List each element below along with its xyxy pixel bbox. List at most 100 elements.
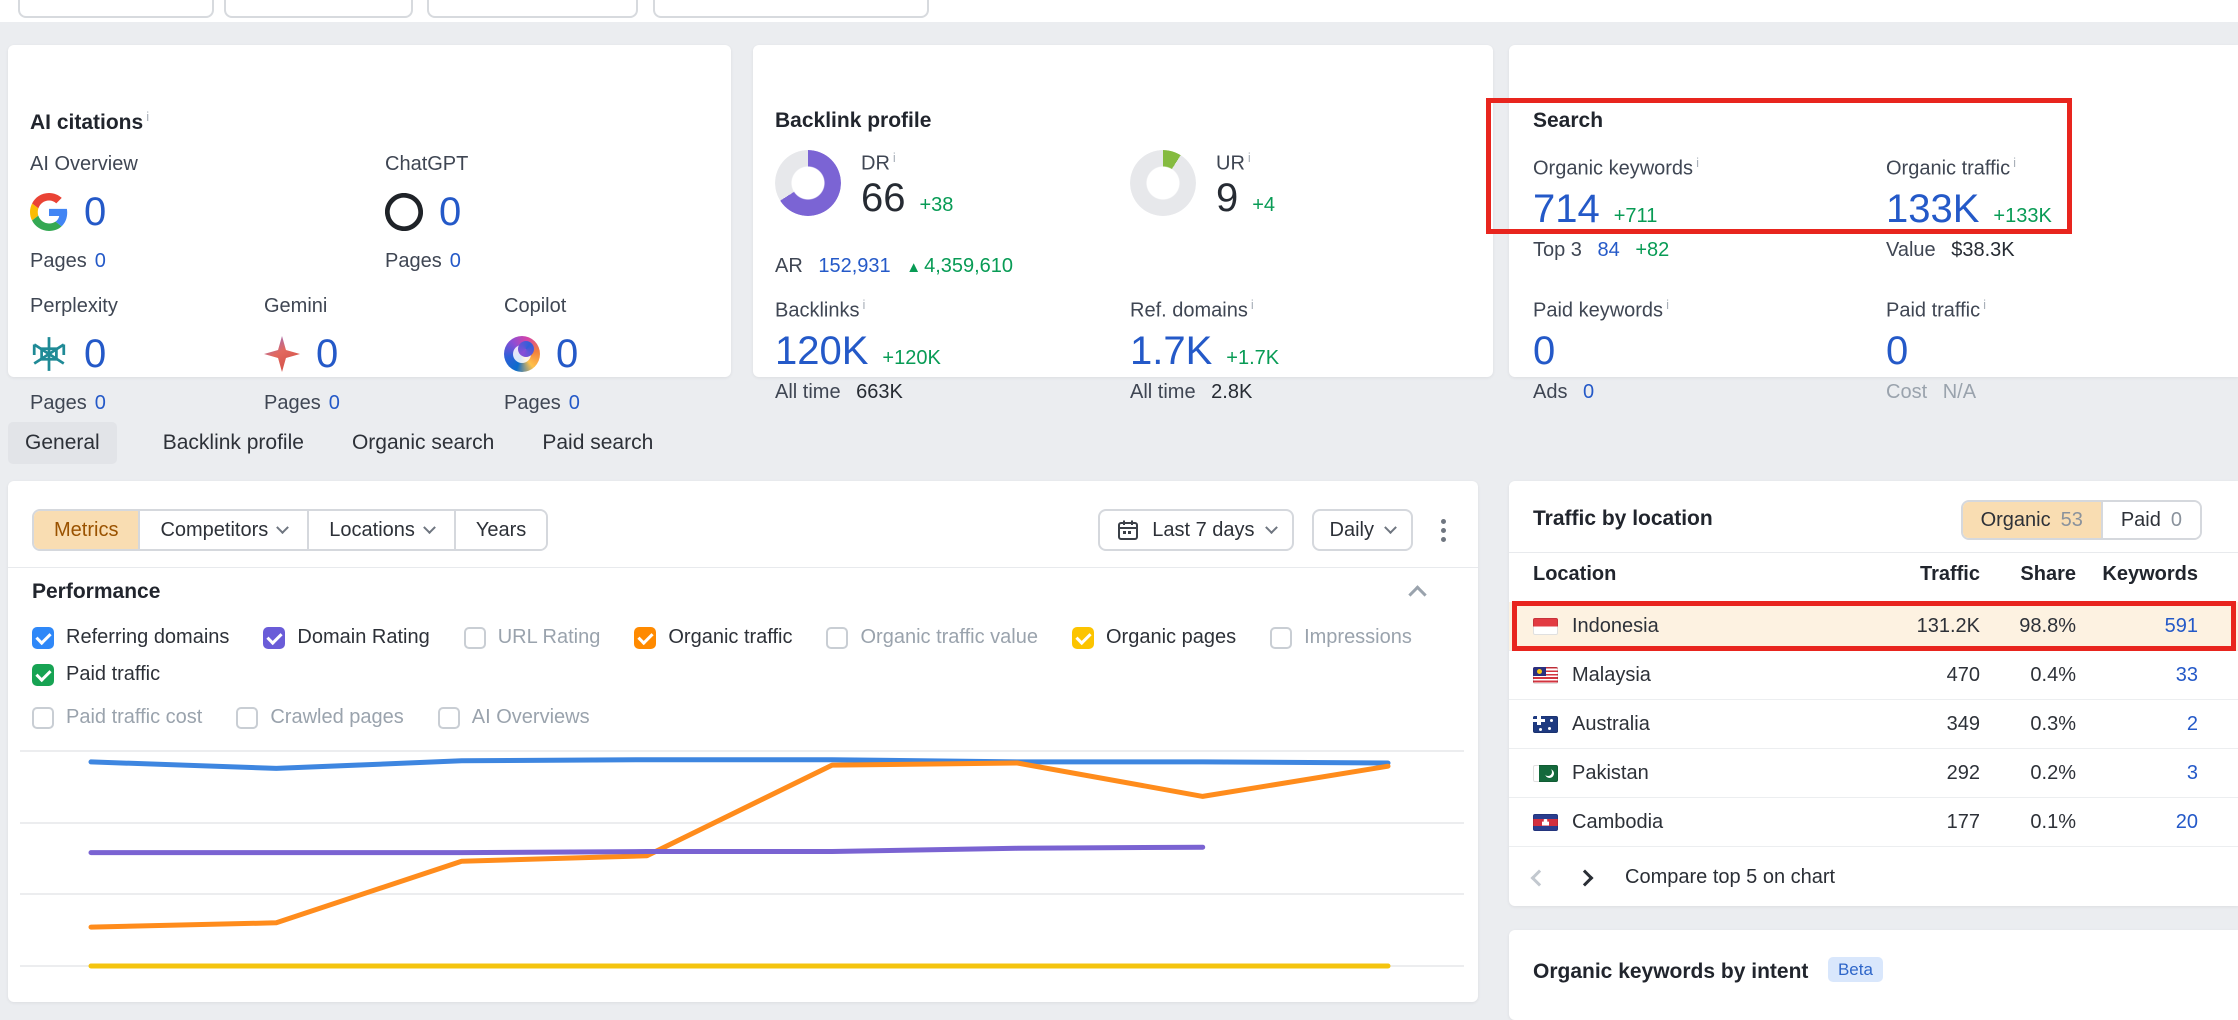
info-icon[interactable]	[1248, 150, 1251, 165]
pages-count-link[interactable]: 0	[94, 250, 106, 272]
metric-checkbox-referring-domains[interactable]: Referring domains	[32, 626, 229, 649]
metric-checkbox-paid-traffic[interactable]: Paid traffic	[32, 663, 160, 686]
tab-general[interactable]: General	[8, 422, 117, 464]
location-keywords-link[interactable]: 33	[2175, 663, 2198, 686]
toggle-organic[interactable]: Organic 53	[1962, 502, 2101, 538]
location-traffic: 131.2K	[1916, 614, 1980, 637]
ai-engines-row-2: Perplexity 0 Pages 0 Gemini 0 Pages 0 Copilo…	[30, 295, 721, 415]
info-icon[interactable]	[862, 297, 865, 312]
info-icon[interactable]	[2013, 155, 2016, 170]
location-share: 0.1%	[2030, 810, 2076, 833]
chatgpt-icon	[385, 193, 423, 231]
location-traffic: 292	[1946, 761, 1980, 784]
engine-citations-link[interactable]: 0	[84, 190, 107, 234]
checkbox-icon	[236, 706, 259, 729]
engine-citations-link[interactable]: 0	[316, 332, 339, 376]
location-share: 98.8%	[2019, 614, 2076, 637]
top3-value-link[interactable]: 84	[1597, 238, 1620, 261]
paid-traffic-block: Paid traffic 0 Cost N/A	[1886, 297, 1986, 404]
location-row-australia[interactable]: Australia 349 0.3% 2	[1509, 700, 2238, 749]
metric-checkbox-url-rating[interactable]: URL Rating	[463, 626, 600, 649]
metric-checkbox-domain-rating[interactable]: Domain Rating	[263, 626, 430, 649]
toggle-paid[interactable]: Paid 0	[2100, 502, 2200, 538]
organic-keywords-value-link[interactable]: 714	[1533, 186, 1600, 231]
location-row-indonesia[interactable]: Indonesia 131.2K 98.8% 591	[1509, 602, 2238, 651]
organic-traffic-value-link[interactable]: 133K	[1886, 186, 1980, 231]
paid-keywords-value-link[interactable]: 0	[1533, 328, 1556, 373]
metric-checkbox-row-1: Referring domains Domain Rating URL Rati…	[32, 626, 1454, 686]
pages-count-link[interactable]: 0	[449, 250, 461, 272]
location-keywords-link[interactable]: 591	[2164, 614, 2198, 637]
location-name: Malaysia	[1572, 663, 1651, 686]
ref-domains-alltime: 2.8K	[1211, 380, 1253, 403]
ai-engine-copilot: Copilot 0 Pages 0	[504, 295, 704, 415]
pakistan-flag-icon	[1533, 764, 1558, 782]
toolbar-box-4[interactable]	[653, 0, 929, 18]
metric-checkbox-crawled-pages[interactable]: Crawled pages	[236, 706, 404, 729]
segment-competitors[interactable]: Competitors	[138, 511, 308, 549]
checkbox-icon	[1270, 626, 1293, 649]
paid-traffic-value-link[interactable]: 0	[1886, 328, 1909, 373]
segment-metrics[interactable]: Metrics	[34, 511, 139, 549]
chart-filter-row: Metrics Competitors Locations Years Last 7 …	[32, 509, 1456, 551]
toolbar-box-3[interactable]	[427, 0, 638, 18]
info-icon[interactable]	[146, 109, 149, 124]
segment-years[interactable]: Years	[453, 511, 547, 549]
metric-checkbox-paid-traffic-cost[interactable]: Paid traffic cost	[32, 706, 202, 729]
location-row-pakistan[interactable]: Pakistan 292 0.2% 3	[1509, 749, 2238, 798]
ref-domains-value-link[interactable]: 1.7K	[1130, 328, 1213, 373]
engine-citations-link[interactable]: 0	[84, 332, 107, 376]
metric-checkbox-organic-pages[interactable]: Organic pages	[1071, 626, 1236, 649]
kebab-menu-button[interactable]	[1431, 513, 1456, 548]
location-keywords-link[interactable]: 2	[2186, 712, 2198, 735]
info-icon[interactable]	[1666, 297, 1669, 312]
metric-checkbox-ai-overviews[interactable]: AI Overviews	[437, 706, 590, 729]
compare-top5-button[interactable]: Compare top 5 on chart	[1625, 866, 1836, 888]
toolbar-box-2[interactable]	[224, 0, 413, 18]
info-icon[interactable]	[1983, 297, 1986, 312]
pages-count-link[interactable]: 0	[94, 392, 106, 414]
tab-organic-search[interactable]: Organic search	[351, 431, 495, 454]
pages-count-link[interactable]: 0	[568, 392, 580, 414]
top3-delta: +82	[1635, 238, 1670, 261]
ref-domains-delta: +1.7K	[1226, 346, 1280, 369]
metric-checkbox-organic-traffic[interactable]: Organic traffic	[634, 626, 792, 649]
tab-backlink-profile[interactable]: Backlink profile	[162, 431, 304, 454]
engine-citations-link[interactable]: 0	[556, 332, 579, 376]
tab-paid-search[interactable]: Paid search	[542, 431, 654, 454]
info-icon[interactable]	[893, 150, 896, 165]
location-row-malaysia[interactable]: Malaysia 470 0.4% 33	[1509, 651, 2238, 700]
dr-delta: +38	[919, 193, 954, 216]
page-next-icon[interactable]	[1576, 869, 1594, 886]
performance-line-chart	[20, 750, 1464, 969]
chevron-down-icon	[423, 520, 436, 534]
info-icon[interactable]	[1251, 297, 1254, 312]
location-row-cambodia[interactable]: Cambodia 177 0.1% 20	[1509, 798, 2238, 847]
ar-delta: 4,359,610	[924, 255, 1014, 277]
segment-locations[interactable]: Locations	[307, 511, 454, 549]
metric-checkbox-organic-traffic-value[interactable]: Organic traffic value	[826, 626, 1038, 649]
performance-section: Performance Referring domains Domain Rat…	[32, 580, 1454, 729]
checkbox-label: Paid traffic	[66, 663, 161, 685]
toolbar-box-1[interactable]	[18, 0, 214, 18]
pages-count-link[interactable]: 0	[328, 392, 340, 414]
page-prev-icon[interactable]	[1530, 869, 1548, 886]
organic-paid-toggle: Organic 53 Paid 0	[1960, 500, 2202, 540]
search-card: Search Organic keywords 714 +711 Top 3 8…	[1509, 45, 2238, 403]
location-keywords-link[interactable]: 3	[2186, 761, 2198, 784]
date-range-button[interactable]: Last 7 days	[1098, 509, 1294, 551]
pages-label: Pages	[30, 250, 87, 272]
chevron-down-icon	[1264, 520, 1278, 534]
metric-checkbox-impressions[interactable]: Impressions	[1270, 626, 1412, 649]
location-keywords-link[interactable]: 20	[2175, 810, 2198, 833]
engine-citations-link[interactable]: 0	[439, 190, 462, 234]
metric-segments: Metrics Competitors Locations Years	[32, 509, 549, 551]
ur-delta: +4	[1252, 193, 1276, 216]
location-share: 0.4%	[2030, 663, 2076, 686]
info-icon[interactable]	[1696, 155, 1699, 170]
ads-value-link[interactable]: 0	[1583, 380, 1595, 403]
ur-block: UR 9 +4	[1130, 150, 1275, 220]
backlinks-value-link[interactable]: 120K	[775, 328, 869, 373]
granularity-button[interactable]: Daily	[1311, 509, 1413, 551]
ar-value-link[interactable]: 152,931	[818, 255, 891, 277]
